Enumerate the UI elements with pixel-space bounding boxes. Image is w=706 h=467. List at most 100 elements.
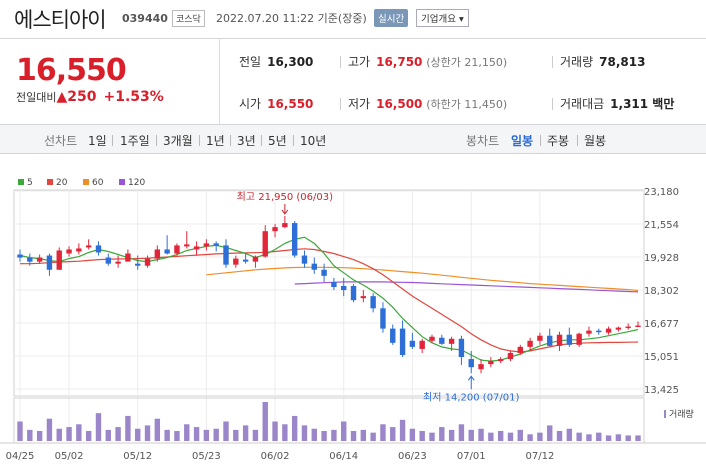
volume-bar xyxy=(233,429,239,441)
candle-body xyxy=(370,296,376,309)
divider xyxy=(156,135,157,146)
divider xyxy=(230,135,231,146)
period-1y[interactable]: 1년 xyxy=(206,134,225,148)
candle-body xyxy=(125,253,131,262)
x-tick-label: 06/02 xyxy=(261,451,290,462)
candle-body xyxy=(399,328,406,356)
volume-bar xyxy=(66,427,72,441)
divider xyxy=(552,56,553,68)
volume-bar xyxy=(409,428,416,441)
x-tick-label: 05/23 xyxy=(192,451,221,462)
volume-bar xyxy=(301,425,308,441)
x-tick-label: 04/25 xyxy=(6,451,35,462)
volume-bar xyxy=(439,427,445,441)
candle-body xyxy=(350,285,357,301)
volume-label: 거래량 xyxy=(560,55,594,69)
ma120-line xyxy=(294,281,639,293)
candle-monthly[interactable]: 월봉 xyxy=(584,134,607,148)
volume-bar xyxy=(448,429,455,441)
y-tick-label: 19,928 xyxy=(644,253,679,264)
volume-bar xyxy=(262,402,268,441)
trade-amount: 거래대금 1,311 백만 xyxy=(560,95,674,112)
high-annotation-arrowhead xyxy=(281,209,289,215)
volume-bar xyxy=(164,429,170,441)
volume-bar xyxy=(497,430,504,441)
candle-body xyxy=(262,231,268,257)
candle-body xyxy=(527,340,533,347)
volume-bar xyxy=(76,424,82,441)
candle-body xyxy=(252,256,259,262)
volume-bar xyxy=(242,425,249,441)
candle-body xyxy=(17,254,23,258)
divider xyxy=(199,135,200,146)
candle-body xyxy=(213,243,219,246)
y-tick-label: 21,554 xyxy=(644,220,679,231)
x-tick-label: 06/14 xyxy=(329,451,358,462)
change-percent: +1.53% xyxy=(103,89,164,105)
period-1w[interactable]: 1주일 xyxy=(120,134,150,148)
volume-bar xyxy=(625,435,631,441)
candle-body xyxy=(547,335,553,346)
candle-body xyxy=(203,243,210,247)
candle-body xyxy=(36,257,43,262)
candle-body xyxy=(390,328,396,343)
volume-bar xyxy=(576,432,582,441)
candle-body xyxy=(193,246,200,250)
period-3y[interactable]: 3년 xyxy=(237,134,256,148)
market-badge: 코스닥 xyxy=(172,10,205,27)
high-label: 고가 xyxy=(348,55,371,69)
volume-bar xyxy=(458,424,465,441)
candle-body xyxy=(488,361,494,365)
candle-body xyxy=(144,258,151,266)
candle-body xyxy=(478,364,484,370)
prev-close: 전일 16,300 xyxy=(239,53,313,70)
prev-close-label: 전일 xyxy=(239,55,262,69)
period-10y[interactable]: 10년 xyxy=(300,134,327,148)
period-3m[interactable]: 3개월 xyxy=(163,134,193,148)
candle-body xyxy=(105,257,111,264)
period-1d[interactable]: 1일 xyxy=(88,134,107,148)
volume-bar xyxy=(252,429,259,441)
line-chart-label: 선차트 xyxy=(44,134,78,148)
candle-body xyxy=(154,249,161,259)
volume-bar xyxy=(125,415,131,441)
candle-body xyxy=(76,248,82,252)
candle-body xyxy=(605,328,612,333)
candle-body xyxy=(360,296,367,299)
y-tick-label: 23,180 xyxy=(644,187,679,198)
candle-body xyxy=(27,257,33,262)
volume-bar xyxy=(399,419,406,441)
low-label: 저가 xyxy=(348,97,371,111)
candle-body xyxy=(458,338,465,358)
volume-bar xyxy=(203,429,210,441)
high-value: 16,750 xyxy=(376,55,423,69)
volume-bar xyxy=(135,428,141,441)
volume-legend-swatch xyxy=(664,410,666,418)
candle-body xyxy=(174,245,180,254)
company-info-dropdown[interactable]: 기업개요 ▾ xyxy=(416,9,469,27)
change-label: 전일대비 xyxy=(16,91,57,104)
legend-swatch xyxy=(18,179,24,185)
candle-body xyxy=(95,245,102,253)
current-price: 16,550 xyxy=(16,53,127,88)
candle-body xyxy=(448,338,455,344)
candle-body xyxy=(331,281,337,288)
volume-bar xyxy=(184,424,190,441)
candle-weekly[interactable]: 주봉 xyxy=(547,134,570,148)
volume-bar xyxy=(517,429,523,441)
period-5y[interactable]: 5년 xyxy=(268,134,287,148)
volume-bar xyxy=(350,430,357,441)
candle-daily[interactable]: 일봉 xyxy=(511,134,534,148)
divider xyxy=(112,135,113,146)
divider xyxy=(540,135,541,146)
candle-body xyxy=(537,335,543,341)
volume-bar xyxy=(174,430,180,441)
legend-swatch xyxy=(119,179,125,185)
volume-bar xyxy=(56,428,62,441)
volume-bar xyxy=(507,432,514,441)
prev-close-value: 16,300 xyxy=(267,55,314,69)
volume-bar xyxy=(291,415,298,441)
realtime-button[interactable]: 실시간 xyxy=(374,9,409,27)
volume-bar xyxy=(419,430,425,441)
volume-bar xyxy=(341,421,347,441)
